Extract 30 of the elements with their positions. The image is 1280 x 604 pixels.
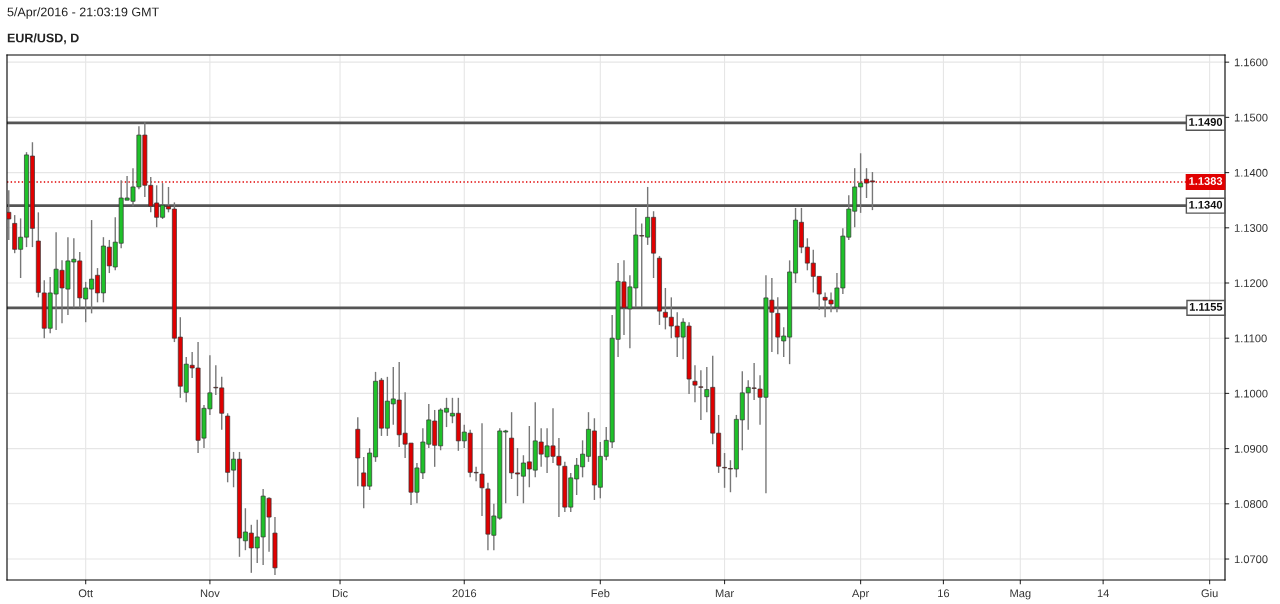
- candlestick: [698, 369, 704, 421]
- x-tick-label: 14: [1097, 589, 1109, 598]
- y-tick-label: 1.0700: [1234, 555, 1268, 564]
- x-tick-label: Mag: [1010, 589, 1031, 600]
- ref-line-label: 1.1383: [1189, 177, 1223, 185]
- y-tick-label: 1.0800: [1234, 500, 1268, 508]
- x-tick-label: Ott: [78, 589, 93, 598]
- x-tick-label: Giu: [1201, 589, 1218, 598]
- chart-subtitle: 5/Apr/2016 - 21:03:19 GMT: [7, 7, 159, 19]
- ref-line-label: 1.1155: [1189, 303, 1223, 311]
- x-tick-label: Apr: [851, 589, 870, 600]
- x-tick-label: Mar: [715, 589, 734, 598]
- chart-title: EUR/USD, D: [7, 33, 79, 45]
- candlestick: [7, 189, 12, 241]
- x-tick-label: Feb: [591, 589, 610, 598]
- ref-line-label: 1.1340: [1189, 200, 1223, 209]
- y-tick-label: 1.1000: [1234, 389, 1268, 398]
- y-tick-label: 1.1500: [1234, 113, 1268, 122]
- x-tick-label: Nov: [200, 589, 220, 598]
- y-tick-label: 1.1100: [1234, 334, 1267, 343]
- x-tick-label: 2016: [452, 589, 477, 598]
- x-tick-label: Dic: [332, 589, 348, 598]
- y-tick-label: 1.1300: [1234, 224, 1268, 232]
- y-tick-label: 1.1600: [1234, 58, 1268, 67]
- ref-line-label: 1.1490: [1189, 118, 1223, 126]
- x-tick-label: 16: [938, 589, 950, 598]
- y-tick-label: 1.0900: [1234, 444, 1268, 453]
- y-tick-label: 1.1400: [1234, 168, 1268, 177]
- y-tick-label: 1.1200: [1234, 279, 1268, 288]
- candlestick: [692, 364, 698, 403]
